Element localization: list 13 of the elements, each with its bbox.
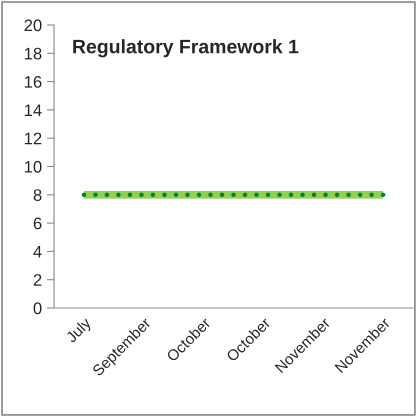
y-tick-label: 14: [24, 104, 42, 116]
text: Regulatory Framework 1: [73, 39, 298, 58]
y-tick-label: 18: [24, 48, 42, 60]
y-tick-label: 0: [34, 302, 42, 314]
y-tick-label: 12: [24, 132, 42, 144]
y-tick-label: 2: [34, 274, 42, 286]
y-tick-label: 16: [24, 76, 42, 88]
x-tick-label: July: [64, 316, 94, 346]
y-tick-label: 4: [33, 246, 42, 258]
y-tick-label: 8: [34, 189, 42, 202]
y-tick-label: 6: [34, 218, 42, 230]
y-tick-label: 20: [24, 19, 42, 32]
y-tick-label: 10: [24, 160, 42, 173]
